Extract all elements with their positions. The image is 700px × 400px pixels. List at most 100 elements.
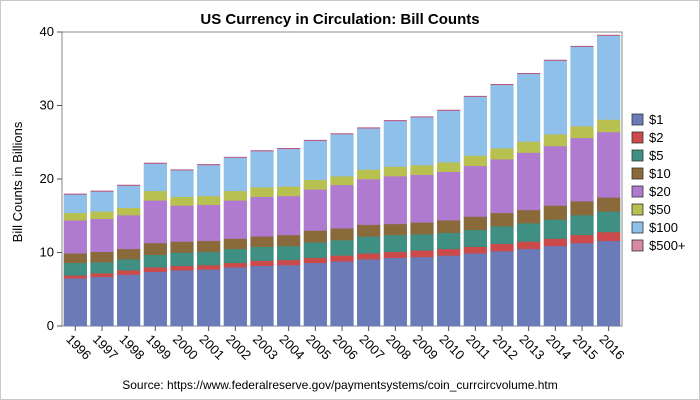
- bar-segment: [517, 222, 541, 242]
- bar-segment: [170, 205, 194, 242]
- bar-segment: [463, 165, 487, 217]
- bar-segment: [490, 147, 514, 160]
- x-tick-label: 2012: [490, 332, 521, 363]
- bar-segment: [170, 252, 194, 267]
- bar-segment: [223, 200, 247, 239]
- bar-segment: [117, 274, 141, 327]
- x-tick-label: 2010: [437, 332, 468, 363]
- bar-segment: [90, 211, 114, 219]
- bar-segment: [517, 73, 541, 142]
- x-tick-label: 2003: [250, 332, 281, 363]
- bar-segment: [90, 191, 114, 212]
- bar-segment: [357, 127, 381, 170]
- bar-segment: [303, 257, 327, 264]
- bar-segment: [543, 60, 567, 135]
- bar-segment: [63, 262, 87, 276]
- bar-segment: [410, 164, 434, 175]
- bar-segment: [117, 185, 141, 208]
- bar-segment: [463, 252, 487, 327]
- bar-segment: [383, 234, 407, 253]
- bar-segment: [117, 207, 141, 216]
- bar-segment: [143, 266, 167, 272]
- bar-segment: [330, 175, 354, 186]
- bar-segment: [570, 234, 594, 244]
- bar-segment: [303, 230, 327, 243]
- bar-segment: [90, 261, 114, 274]
- bar-segment: [517, 141, 541, 153]
- bar-segment: [63, 274, 87, 279]
- x-tick-label: 1997: [90, 332, 121, 363]
- bar-segment: [357, 258, 381, 327]
- bar-segment: [330, 255, 354, 262]
- bar-segment: [597, 240, 621, 327]
- x-tick-label: 2015: [570, 332, 601, 363]
- bar-segment: [410, 233, 434, 251]
- bar-segment: [463, 155, 487, 167]
- bar-segment: [197, 164, 221, 197]
- bar-segment: [197, 264, 221, 270]
- bar-segment: [383, 223, 407, 236]
- bar-segment: [197, 195, 221, 206]
- bar-segment: [223, 266, 247, 327]
- bar-segment: [357, 252, 381, 260]
- bar-segment: [490, 84, 514, 149]
- x-tick-label: 2014: [543, 332, 574, 363]
- bar-segment: [250, 246, 274, 261]
- source-note: Source: https://www.federalreserve.gov/p…: [122, 378, 558, 392]
- bar-segment: [330, 239, 354, 256]
- legend-swatch: [631, 203, 644, 216]
- bar-segment: [197, 269, 221, 327]
- bar-segment: [597, 231, 621, 242]
- x-tick-label: 2011: [463, 332, 493, 362]
- bar-segment: [143, 163, 167, 192]
- bar-segment: [463, 216, 487, 231]
- bar-segment: [170, 269, 194, 327]
- bar-segment: [410, 249, 434, 258]
- bar-segment: [223, 157, 247, 192]
- bar-segment: [330, 227, 354, 241]
- x-tick-label: 2016: [597, 332, 628, 363]
- bar-segment: [517, 152, 541, 211]
- bar-segment: [90, 276, 114, 327]
- x-tick-label: 1998: [117, 332, 148, 363]
- bar-segment: [570, 200, 594, 216]
- bar-segment: [303, 179, 327, 190]
- bar-segment: [517, 209, 541, 224]
- bar-segment: [357, 236, 381, 254]
- bar-segment: [223, 248, 247, 264]
- bar-segment: [170, 241, 194, 253]
- bar-segment: [250, 265, 274, 327]
- bar-segment: [437, 110, 461, 163]
- bar-segment: [277, 148, 301, 187]
- bar-segment: [597, 197, 621, 212]
- bar-segment: [490, 158, 514, 214]
- bar-segment: [597, 119, 621, 133]
- bar-segment: [383, 175, 407, 225]
- legend-label: $2: [649, 130, 663, 145]
- bar-segment: [437, 232, 461, 250]
- legend-swatch: [631, 185, 644, 198]
- bar-segment: [517, 241, 541, 250]
- x-tick-label: 2009: [410, 332, 441, 363]
- bar-segment: [410, 256, 434, 327]
- bar-segment: [357, 169, 381, 180]
- bar-segment: [410, 174, 434, 223]
- bar-segment: [437, 255, 461, 327]
- bar-segment: [90, 272, 114, 278]
- bar-segment: [250, 186, 274, 197]
- x-tick-label: 2000: [170, 332, 201, 363]
- bar-segment: [330, 261, 354, 327]
- bar-segment: [570, 125, 594, 139]
- bar-segment: [277, 264, 301, 327]
- bar-segment: [277, 234, 301, 247]
- bar-segment: [543, 245, 567, 327]
- x-tick-label: 1996: [63, 332, 94, 363]
- bar-segment: [490, 243, 514, 252]
- bar-segment: [330, 184, 354, 229]
- y-tick-label: 10: [40, 245, 54, 260]
- bar-segment: [570, 214, 594, 236]
- y-tick-label: 40: [40, 24, 54, 39]
- bar-segment: [543, 219, 567, 239]
- bar-segment: [570, 242, 594, 327]
